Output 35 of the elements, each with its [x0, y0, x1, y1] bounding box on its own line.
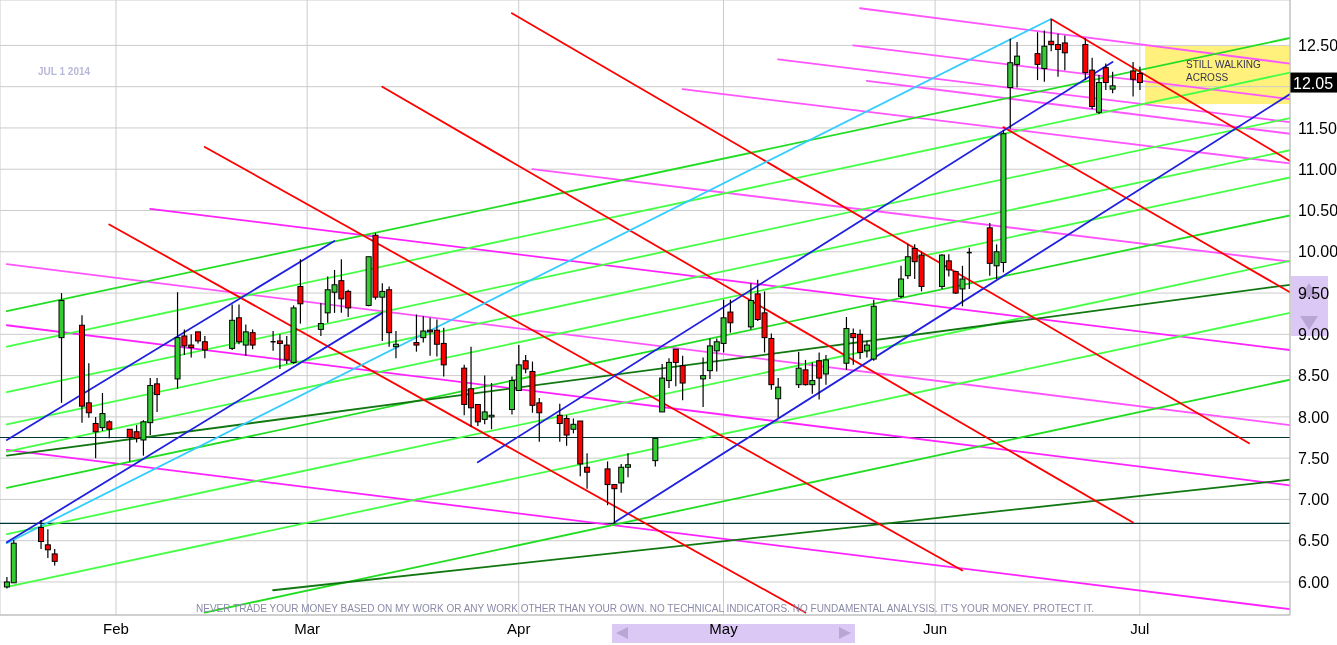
x-tick-label: Jul [1130, 619, 1150, 637]
y-tick-label: 6.00 [1298, 573, 1330, 591]
x-tick-label: Mar [294, 619, 321, 637]
candlestick [1109, 71, 1116, 94]
candlestick [413, 313, 420, 353]
candlestick [652, 437, 659, 468]
y-tick-label: 10.50 [1298, 202, 1337, 220]
candlestick [317, 302, 324, 337]
y-tick-label: 8.50 [1298, 367, 1330, 385]
annotation: STILL WALKING ACROSS [1186, 58, 1262, 84]
y-tick-label: 10.00 [1298, 243, 1337, 261]
x-tick-label: Apr [507, 619, 531, 637]
x-tick-label: May [709, 619, 739, 637]
y-tick-label: 11.50 [1298, 119, 1337, 137]
x-tick-label: Jun [922, 619, 948, 637]
y-tick-label: 7.00 [1298, 491, 1330, 509]
candlestick [44, 528, 51, 559]
candlestick [775, 377, 782, 419]
y-tick-label: 6.50 [1298, 532, 1330, 550]
y-tick-label: 9.50 [1298, 284, 1330, 302]
y-tick-label: 7.50 [1298, 449, 1330, 467]
candlestick [679, 355, 686, 401]
candlestick [392, 330, 399, 359]
candlestick [700, 356, 707, 408]
candlestick [584, 452, 591, 490]
x-tick-label: Feb [103, 619, 129, 637]
text: 12.05 [1293, 74, 1334, 92]
y-tick-label: 8.00 [1298, 408, 1330, 426]
candlestick [898, 265, 905, 299]
y-tick-label: 12.50 [1298, 37, 1337, 55]
candlestick [297, 258, 304, 325]
y-tick-label: 11.00 [1298, 160, 1337, 178]
text: JUL 1 2014 [38, 66, 91, 77]
y-tick-label: 9.00 [1298, 326, 1330, 344]
candlestick [38, 519, 45, 550]
